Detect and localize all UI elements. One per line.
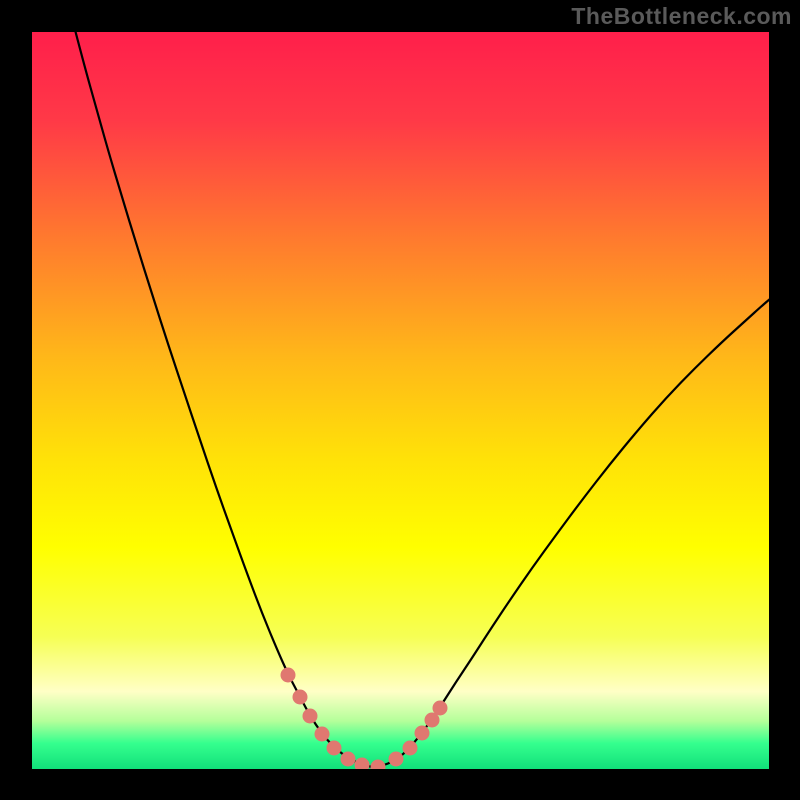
- marker-dot: [415, 726, 430, 741]
- chart-svg: [32, 32, 769, 769]
- marker-dot: [403, 741, 418, 756]
- marker-dot: [293, 690, 308, 705]
- marker-dot: [303, 709, 318, 724]
- marker-dot: [315, 727, 330, 742]
- chart-background: [32, 32, 769, 769]
- watermark-label: TheBottleneck.com: [571, 3, 792, 30]
- chart-plot-area: [32, 32, 769, 769]
- marker-dot: [327, 741, 342, 756]
- marker-dot: [433, 701, 448, 716]
- canvas: TheBottleneck.com: [0, 0, 800, 800]
- marker-dot: [341, 752, 356, 767]
- marker-dot: [281, 668, 296, 683]
- marker-dot: [389, 752, 404, 767]
